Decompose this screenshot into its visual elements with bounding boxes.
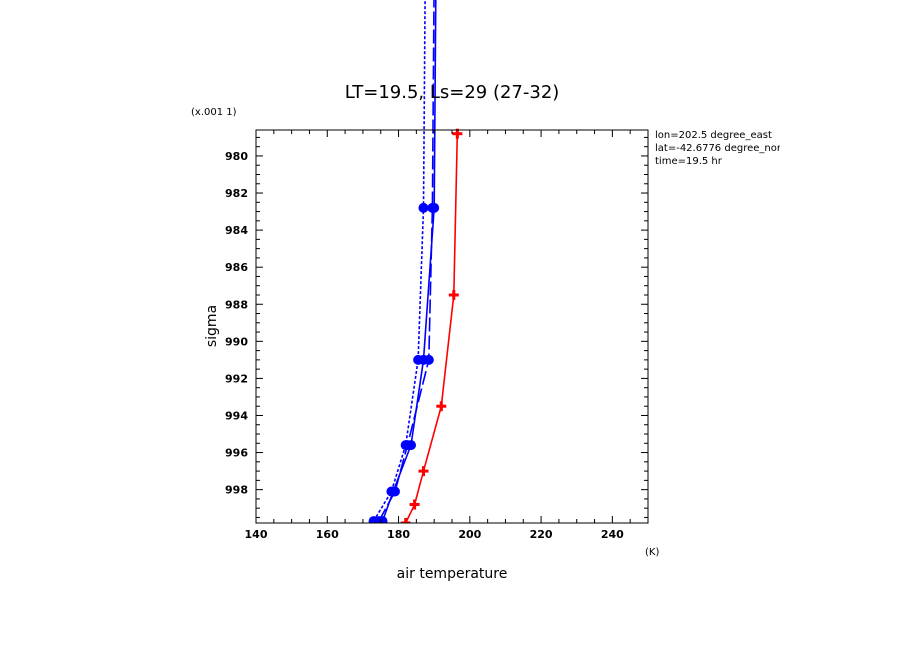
chart-title: LT=19.5, Ls=29 (27-32) bbox=[345, 82, 560, 103]
annotation-line: lon=202.5 degree_east bbox=[655, 130, 772, 141]
x-axis-label: air temperature bbox=[397, 566, 508, 582]
y-tick-label: 988 bbox=[225, 298, 248, 311]
data-point-2-4 bbox=[427, 202, 438, 213]
y-tick-label: 996 bbox=[225, 447, 248, 460]
x-tick-label: 240 bbox=[601, 528, 624, 541]
data-point-3-3 bbox=[413, 354, 424, 365]
series-line-0 bbox=[404, 133, 459, 523]
x-tick-label: 200 bbox=[458, 528, 481, 541]
y-tick-label: 986 bbox=[225, 261, 248, 274]
data-point-3-2 bbox=[400, 440, 411, 451]
y-tick-label: 982 bbox=[225, 187, 248, 200]
data-point-0-4 bbox=[448, 289, 459, 300]
x-tick-label: 180 bbox=[387, 528, 410, 541]
data-point-2-3 bbox=[423, 354, 434, 365]
y-tick-label: 992 bbox=[225, 372, 248, 385]
plot-frame bbox=[255, 129, 649, 524]
series-line-2 bbox=[378, 0, 435, 522]
data-point-0-2 bbox=[418, 466, 429, 477]
annotation-line: time=19.5 hr bbox=[655, 156, 723, 167]
annotation-block: lon=202.5 degree_east lat=-42.6776 degree… bbox=[655, 130, 791, 167]
y-tick-label: 984 bbox=[225, 224, 248, 237]
y-axis-label: sigma bbox=[204, 305, 220, 347]
data-point-0-3 bbox=[436, 401, 447, 412]
y-tick-label: 990 bbox=[225, 335, 248, 348]
data-point-3-4 bbox=[418, 202, 429, 213]
y-scale-label: (x.001 1) bbox=[191, 107, 237, 118]
annotation-line: lat=-42.6776 degree_north bbox=[655, 143, 791, 154]
x-units-label: (K) bbox=[645, 547, 659, 558]
data-point-0-1 bbox=[409, 499, 420, 510]
x-tick-label: 140 bbox=[245, 528, 268, 541]
data-point-3-1 bbox=[386, 486, 397, 497]
y-tick-label: 980 bbox=[225, 150, 248, 163]
y-tick-label: 998 bbox=[225, 484, 248, 497]
y-tick-label: 994 bbox=[225, 409, 248, 422]
series-line-3 bbox=[372, 0, 426, 522]
x-tick-label: 220 bbox=[530, 528, 553, 541]
data-point-0-0 bbox=[400, 518, 411, 523]
data-point-3-0 bbox=[368, 516, 379, 523]
x-tick-label: 160 bbox=[316, 528, 339, 541]
